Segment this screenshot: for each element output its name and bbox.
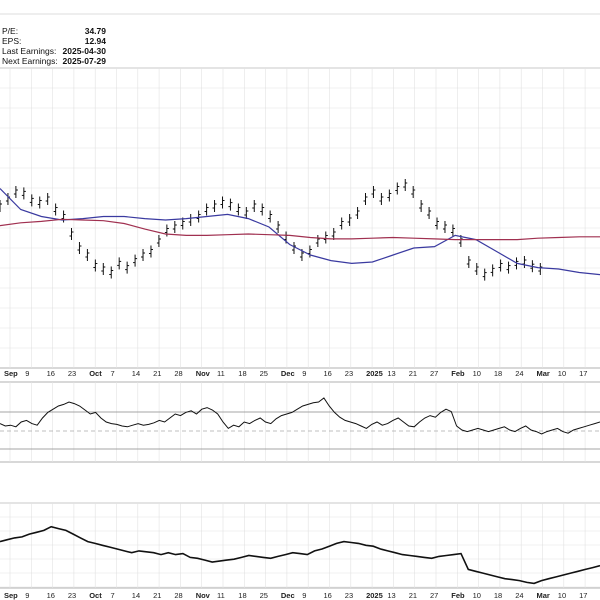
moving-average-short-line: [0, 188, 600, 276]
fundamental-last-earnings: Last Earnings: 2025-04-30: [2, 46, 106, 56]
x-tick-label-bottom: 18: [494, 591, 502, 600]
x-tick-label: 21: [153, 369, 161, 378]
x-tick-label: 2025: [366, 369, 383, 378]
price-panel: [0, 179, 600, 281]
x-tick-label: 18: [494, 369, 502, 378]
x-tick-label: Sep: [4, 369, 18, 378]
x-tick-label: 25: [260, 369, 268, 378]
fundamental-next-earnings: Next Earnings: 2025-07-29: [2, 56, 106, 66]
x-tick-label-bottom: 16: [47, 591, 55, 600]
x-tick-label: 27: [430, 369, 438, 378]
indicator-line: [0, 525, 600, 585]
x-tick-label-bottom: 10: [473, 591, 481, 600]
x-tick-label-bottom: 21: [153, 591, 161, 600]
x-tick-label-bottom: 16: [324, 591, 332, 600]
x-tick-label-bottom: 2025: [366, 591, 383, 600]
x-tick-label: 23: [68, 369, 76, 378]
x-tick-label: Oct: [89, 369, 102, 378]
x-tick-label: 11: [217, 369, 225, 378]
fundamental-pe: P/E: 34.79: [2, 26, 106, 36]
moving-average-long-line: [0, 218, 600, 241]
fundamental-value: 12.94: [84, 36, 106, 46]
x-tick-label-bottom: Nov: [196, 591, 211, 600]
x-tick-label: 13: [387, 369, 395, 378]
x-tick-label: 17: [579, 369, 587, 378]
x-tick-label: 16: [324, 369, 332, 378]
x-tick-label-bottom: 11: [217, 591, 225, 600]
x-tick-label: 23: [345, 369, 353, 378]
x-tick-label-bottom: 9: [25, 591, 29, 600]
x-tick-label-bottom: 17: [579, 591, 587, 600]
x-tick-label-bottom: 13: [387, 591, 395, 600]
x-tick-label-bottom: 23: [68, 591, 76, 600]
x-tick-label: 18: [238, 369, 246, 378]
x-tick-label: 10: [473, 369, 481, 378]
x-tick-label-bottom: Sep: [4, 591, 18, 600]
x-tick-label: 21: [409, 369, 417, 378]
x-tick-label: Nov: [196, 369, 211, 378]
x-tick-label-bottom: Mar: [537, 591, 550, 600]
x-tick-label-bottom: 18: [238, 591, 246, 600]
chart-grid: [0, 13, 600, 589]
fundamental-label: Next Earnings:: [2, 56, 58, 66]
fundamental-value: 2025-07-29: [62, 56, 106, 66]
x-tick-label: 9: [25, 369, 29, 378]
fundamental-label: P/E:: [2, 26, 19, 36]
fundamental-label: Last Earnings:: [2, 46, 57, 56]
fundamental-label: EPS:: [2, 36, 22, 46]
x-tick-label: 9: [302, 369, 306, 378]
x-tick-label-bottom: 23: [345, 591, 353, 600]
x-tick-label: 7: [111, 369, 115, 378]
x-tick-label: 14: [132, 369, 140, 378]
x-tick-label: 28: [174, 369, 182, 378]
fundamental-eps: EPS: 12.94: [2, 36, 106, 46]
x-tick-label-bottom: 24: [515, 591, 523, 600]
x-tick-label: Mar: [537, 369, 550, 378]
fundamental-value: 2025-04-30: [62, 46, 106, 56]
x-tick-label-bottom: 27: [430, 591, 438, 600]
x-tick-label-bottom: Feb: [451, 591, 465, 600]
x-tick-label-bottom: 10: [558, 591, 566, 600]
x-tick-label: Dec: [281, 369, 295, 378]
oscillator-line: [0, 397, 600, 435]
fundamentals-box: P/E: 34.79 EPS: 12.94 Last Earnings: 202…: [2, 26, 106, 66]
x-tick-label: Feb: [451, 369, 465, 378]
x-tick-label-bottom: 21: [409, 591, 417, 600]
x-tick-label: 16: [47, 369, 55, 378]
fundamental-value: 34.79: [84, 26, 106, 36]
x-tick-label: 10: [558, 369, 566, 378]
indicator-panel: [0, 525, 600, 585]
x-tick-label-bottom: 28: [174, 591, 182, 600]
x-tick-label-bottom: 14: [132, 591, 140, 600]
x-tick-label-bottom: 9: [302, 591, 306, 600]
oscillator-panel: [0, 397, 600, 435]
x-tick-label-bottom: 7: [111, 591, 115, 600]
x-tick-label-bottom: Oct: [89, 591, 102, 600]
x-tick-label-bottom: 25: [260, 591, 268, 600]
x-tick-label: 24: [515, 369, 523, 378]
x-tick-label-bottom: Dec: [281, 591, 295, 600]
x-axis-tick-labels: Sep 9 16 23 Oct 7 14 21 28 Nov 11 18 25 Dec 9 16 23 2025 1…: [4, 369, 587, 600]
